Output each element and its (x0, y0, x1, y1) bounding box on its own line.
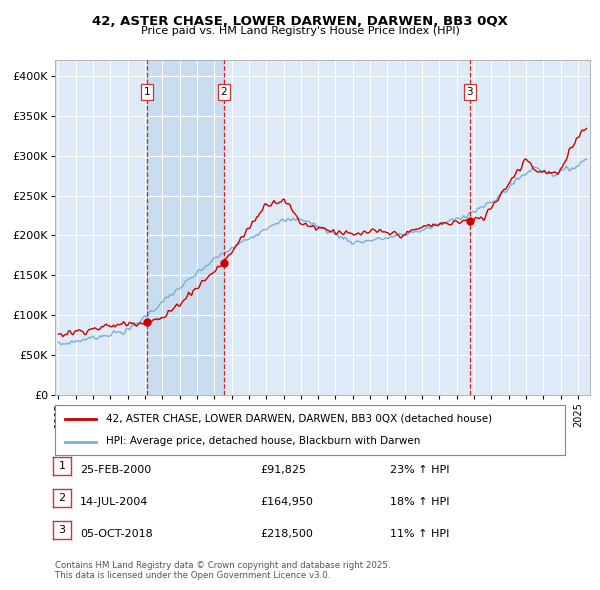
Text: 25-FEB-2000: 25-FEB-2000 (80, 465, 151, 475)
Text: 42, ASTER CHASE, LOWER DARWEN, DARWEN, BB3 0QX: 42, ASTER CHASE, LOWER DARWEN, DARWEN, B… (92, 15, 508, 28)
42, ASTER CHASE, LOWER DARWEN, DARWEN, BB3 0QX (detached house) (418, 224, 425, 231)
Text: Contains HM Land Registry data © Crown copyright and database right 2025.
This d: Contains HM Land Registry data © Crown c… (55, 560, 391, 580)
Text: Price paid vs. HM Land Registry's House Price Index (HPI): Price paid vs. HM Land Registry's House … (140, 26, 460, 36)
HPI: Average price, detached house, Blackburn with Darwen: (2.02e+03, 2.2e+05): Average price, detached house, Blackburn… (447, 217, 454, 224)
Text: 1: 1 (144, 87, 151, 97)
42, ASTER CHASE, LOWER DARWEN, DARWEN, BB3 0QX (detached house) (109, 323, 116, 330)
Text: HPI: Average price, detached house, Blackburn with Darwen: HPI: Average price, detached house, Blac… (106, 437, 421, 447)
HPI: Average price, detached house, Blackburn with Darwen: (2.01e+03, 1.98e+05): Average price, detached house, Blackburn… (341, 234, 349, 241)
Text: 3: 3 (467, 87, 473, 97)
Text: 11% ↑ HPI: 11% ↑ HPI (390, 529, 449, 539)
Text: 3: 3 (59, 525, 65, 535)
HPI: Average price, detached house, Blackburn with Darwen: (2e+03, 1.23e+05): Average price, detached house, Blackburn… (165, 294, 172, 301)
HPI: Average price, detached house, Blackburn with Darwen: (2e+03, 7.7e+04): Average price, detached house, Blackburn… (109, 330, 116, 337)
HPI: Average price, detached house, Blackburn with Darwen: (2e+03, 6.64e+04): Average price, detached house, Blackburn… (55, 339, 62, 346)
Text: 14-JUL-2004: 14-JUL-2004 (80, 497, 148, 507)
42, ASTER CHASE, LOWER DARWEN, DARWEN, BB3 0QX (detached house) (341, 229, 349, 236)
Line: 42, ASTER CHASE, LOWER DARWEN, DARWEN, BB3 0QX (detached house): 42, ASTER CHASE, LOWER DARWEN, DARWEN, B… (58, 129, 587, 336)
Text: 23% ↑ HPI: 23% ↑ HPI (390, 465, 449, 475)
Text: 42, ASTER CHASE, LOWER DARWEN, DARWEN, BB3 0QX (detached house): 42, ASTER CHASE, LOWER DARWEN, DARWEN, B… (106, 414, 492, 424)
HPI: Average price, detached house, Blackburn with Darwen: (2.03e+03, 2.96e+05): Average price, detached house, Blackburn… (583, 156, 590, 163)
Bar (147, 60, 224, 395)
42, ASTER CHASE, LOWER DARWEN, DARWEN, BB3 0QX (detached house) (447, 221, 454, 228)
Text: 2: 2 (58, 493, 65, 503)
HPI: Average price, detached house, Blackburn with Darwen: (2e+03, 1.05e+05): Average price, detached house, Blackburn… (146, 308, 153, 315)
Text: 1: 1 (59, 461, 65, 471)
Text: 18% ↑ HPI: 18% ↑ HPI (390, 497, 449, 507)
Text: 05-OCT-2018: 05-OCT-2018 (80, 529, 153, 539)
Text: 2: 2 (220, 87, 227, 97)
42, ASTER CHASE, LOWER DARWEN, DARWEN, BB3 0QX (detached house) (59, 333, 67, 340)
HPI: Average price, detached house, Blackburn with Darwen: (2e+03, 6.31e+04): Average price, detached house, Blackburn… (58, 341, 65, 348)
HPI: Average price, detached house, Blackburn with Darwen: (2.02e+03, 2.06e+05): Average price, detached house, Blackburn… (418, 227, 425, 234)
42, ASTER CHASE, LOWER DARWEN, DARWEN, BB3 0QX (detached house) (165, 307, 172, 314)
Text: £164,950: £164,950 (260, 497, 313, 507)
Text: £91,825: £91,825 (260, 465, 306, 475)
Text: £218,500: £218,500 (260, 529, 313, 539)
42, ASTER CHASE, LOWER DARWEN, DARWEN, BB3 0QX (detached house) (55, 330, 62, 337)
Line: HPI: Average price, detached house, Blackburn with Darwen: HPI: Average price, detached house, Blac… (58, 159, 587, 345)
42, ASTER CHASE, LOWER DARWEN, DARWEN, BB3 0QX (detached house) (146, 319, 153, 326)
42, ASTER CHASE, LOWER DARWEN, DARWEN, BB3 0QX (detached house) (583, 125, 590, 132)
